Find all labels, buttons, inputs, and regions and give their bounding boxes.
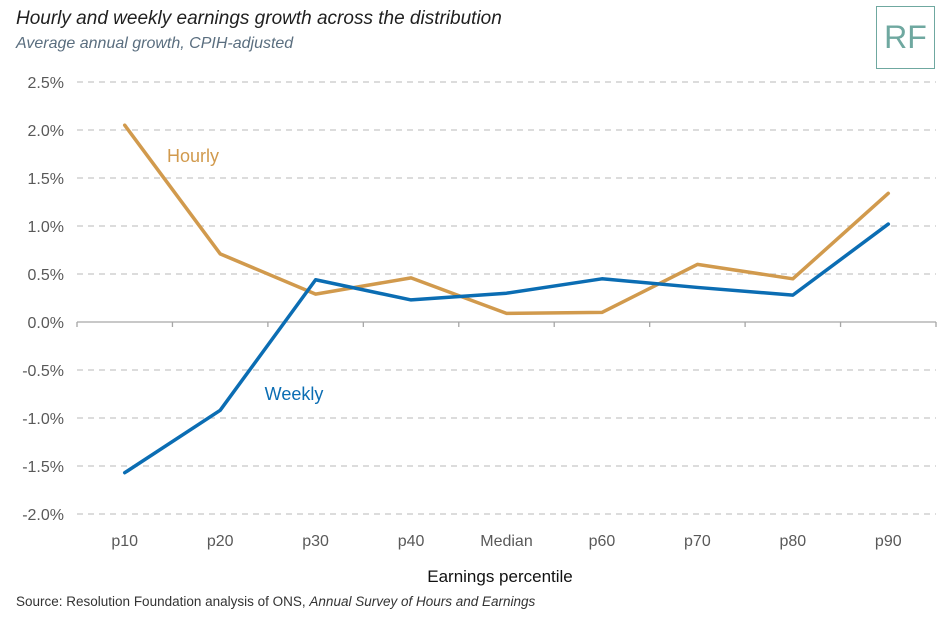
y-tick-label: -2.0% bbox=[22, 507, 64, 524]
y-tick-label: 0.0% bbox=[28, 315, 64, 332]
rf-logo: RF bbox=[876, 6, 935, 69]
x-tick-label: Median bbox=[480, 533, 532, 550]
x-tick-label: p20 bbox=[207, 533, 234, 550]
series-lines bbox=[122, 123, 891, 475]
series-label-weekly: Weekly bbox=[265, 384, 324, 404]
x-axis-label: Earnings percentile bbox=[427, 567, 573, 586]
y-tick-label: -0.5% bbox=[22, 363, 64, 380]
x-tick-label: p80 bbox=[779, 533, 806, 550]
y-tick-label: 2.5% bbox=[28, 75, 64, 92]
y-axis-ticks: 2.5% 2.0% 1.5% 1.0% 0.5% 0.0% -0.5% -1.0% -1.5% -… bbox=[22, 75, 64, 524]
x-tick-label: p40 bbox=[398, 533, 425, 550]
x-tick-label: p90 bbox=[875, 533, 902, 550]
x-tick-label: p10 bbox=[111, 533, 138, 550]
series-line-weekly bbox=[122, 222, 891, 475]
x-tick-label: p70 bbox=[684, 533, 711, 550]
y-tick-label: 1.5% bbox=[28, 171, 64, 188]
y-tick-label: -1.0% bbox=[22, 411, 64, 428]
series-labels: Hourly Weekly bbox=[167, 146, 323, 404]
y-tick-label: 2.0% bbox=[28, 123, 64, 140]
gridlines bbox=[77, 81, 936, 515]
x-tick-label: p60 bbox=[589, 533, 616, 550]
source-prefix: Source: Resolution Foundation analysis o… bbox=[16, 594, 310, 609]
chart-title: Hourly and weekly earnings growth across… bbox=[16, 8, 502, 29]
y-tick-label: 1.0% bbox=[28, 219, 64, 236]
source-note: Source: Resolution Foundation analysis o… bbox=[16, 594, 535, 609]
y-tick-label: 0.5% bbox=[28, 267, 64, 284]
source-title: Annual Survey of Hours and Earnings bbox=[309, 594, 536, 609]
x-axis-ticks: p10 p20 p30 p40 Median p60 p70 p80 p90 bbox=[111, 533, 901, 550]
x-tick-label: p30 bbox=[302, 533, 329, 550]
x-axis bbox=[76, 321, 937, 327]
y-tick-label: -1.5% bbox=[22, 459, 64, 476]
series-label-hourly: Hourly bbox=[167, 146, 219, 166]
chart-subtitle: Average annual growth, CPIH-adjusted bbox=[16, 35, 294, 52]
series-line-hourly bbox=[122, 123, 891, 316]
